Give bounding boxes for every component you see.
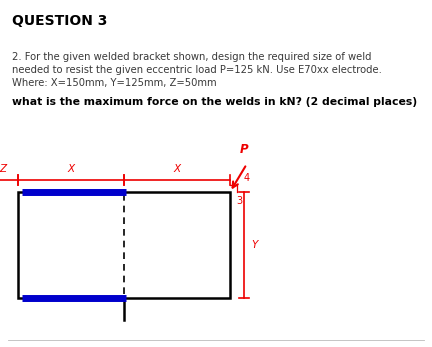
Text: X: X: [67, 164, 75, 174]
Text: X: X: [173, 164, 181, 174]
Text: 3: 3: [236, 196, 242, 206]
Text: Y: Y: [251, 240, 257, 250]
Text: what is the maximum force on the welds in kN? (2 decimal places): what is the maximum force on the welds i…: [12, 97, 417, 107]
Text: 4: 4: [244, 173, 250, 183]
Text: needed to resist the given eccentric load P=125 kN. Use E70xx electrode.: needed to resist the given eccentric loa…: [12, 65, 382, 75]
Text: QUESTION 3: QUESTION 3: [12, 14, 108, 28]
Bar: [18, 192, 230, 298]
Text: Z: Z: [0, 164, 6, 174]
Text: Where: X=150mm, Y=125mm, Z=50mm: Where: X=150mm, Y=125mm, Z=50mm: [12, 78, 216, 88]
Text: P: P: [239, 143, 248, 156]
Text: 2. For the given welded bracket shown, design the required size of weld: 2. For the given welded bracket shown, d…: [12, 52, 372, 62]
